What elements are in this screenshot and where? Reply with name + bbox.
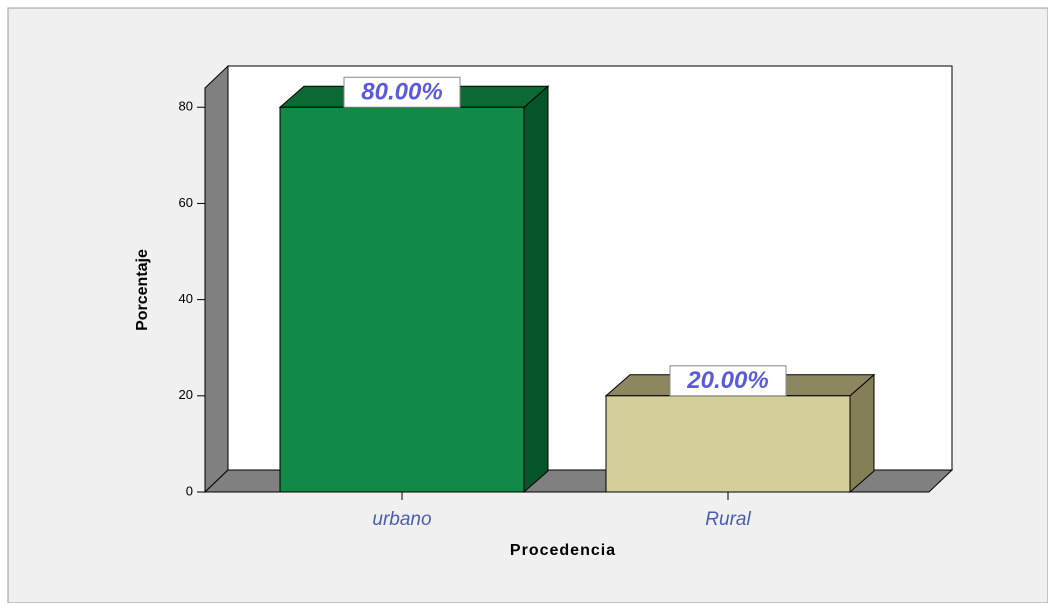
y-axis-title: Porcentaje bbox=[134, 249, 151, 331]
y-tick-label: 80 bbox=[179, 99, 193, 114]
y-tick-label: 60 bbox=[179, 195, 193, 210]
bar bbox=[605, 395, 851, 493]
value-label-box bbox=[343, 76, 461, 108]
y-tick-label: 0 bbox=[186, 483, 193, 498]
x-tick-label: urbano bbox=[372, 509, 431, 530]
x-axis-title: Procedencia bbox=[510, 542, 616, 559]
value-label-box bbox=[669, 365, 787, 397]
x-tick-label: Rural bbox=[705, 509, 751, 530]
bar bbox=[279, 106, 525, 493]
bar-side bbox=[523, 85, 549, 494]
value-label: 80.00% bbox=[361, 79, 442, 106]
value-label: 20.00% bbox=[686, 367, 768, 394]
left-wall bbox=[204, 64, 229, 494]
y-tick-label: 20 bbox=[179, 387, 193, 402]
y-tick-label: 40 bbox=[179, 291, 193, 306]
